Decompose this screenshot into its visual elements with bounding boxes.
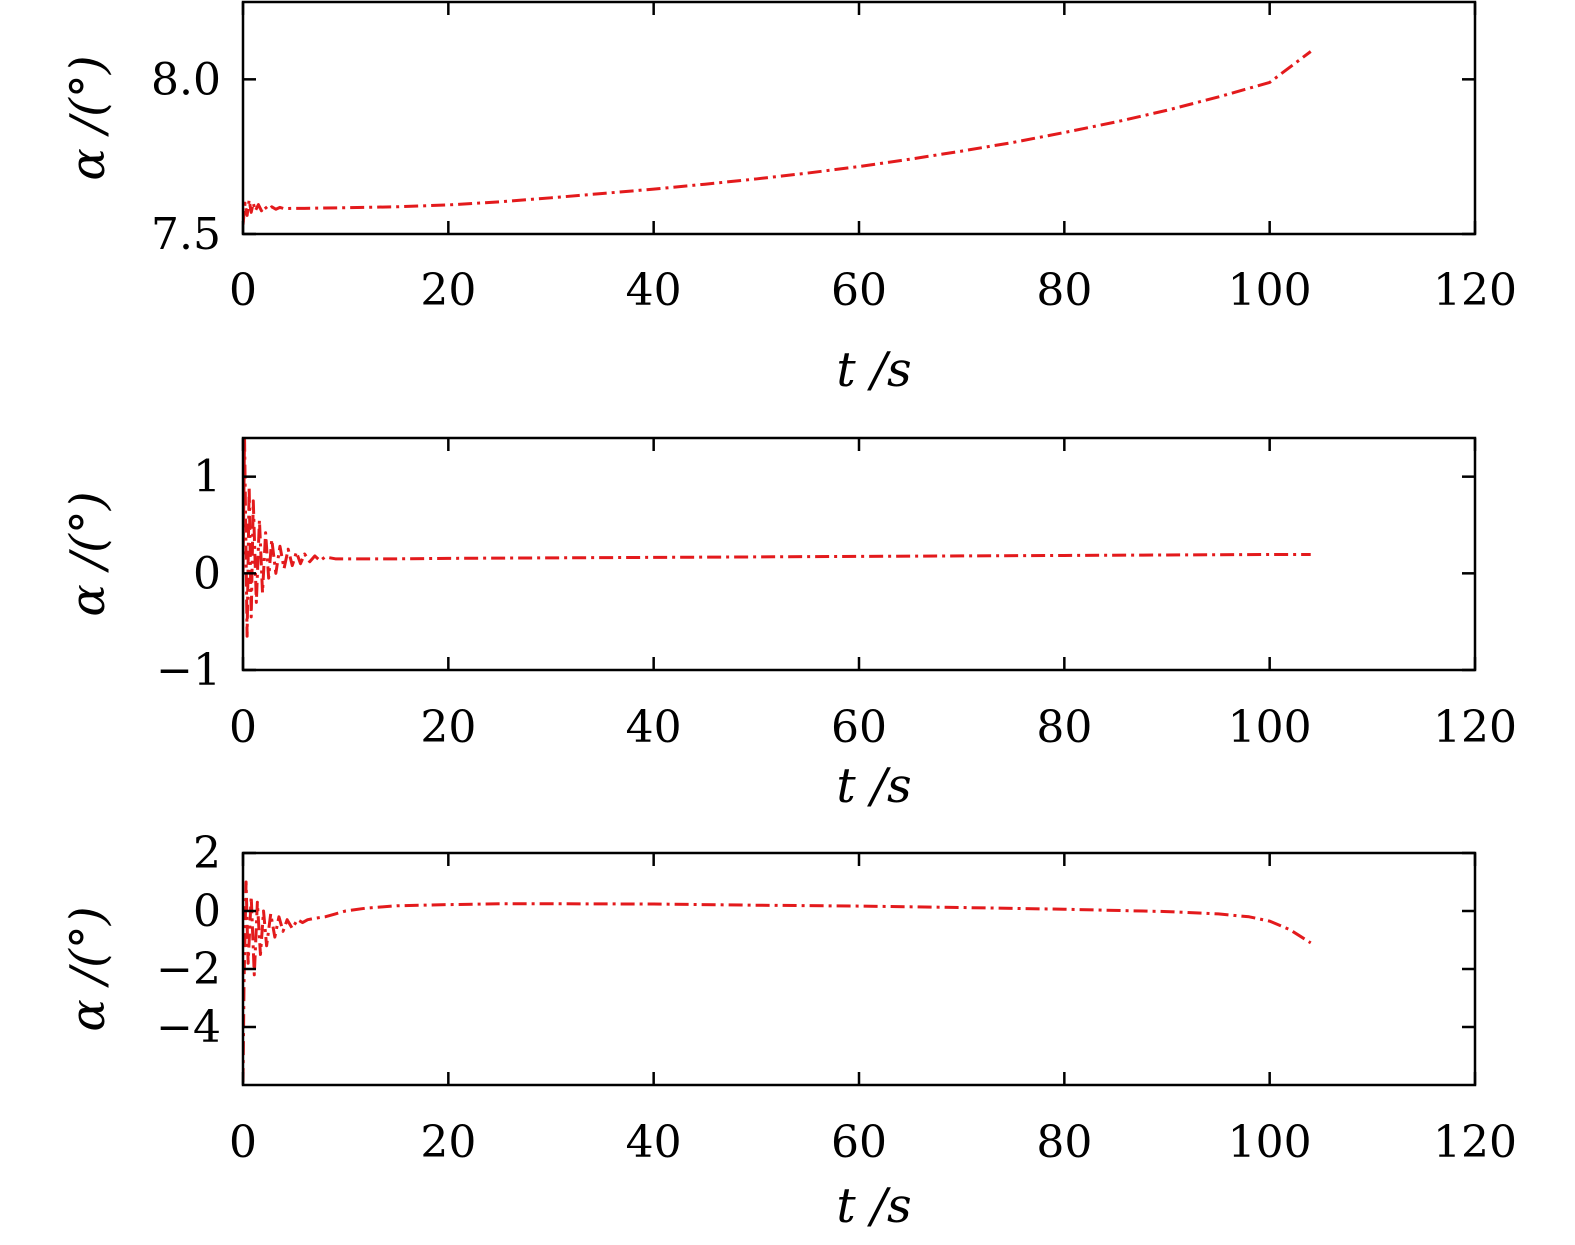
y-tick-label: 0 bbox=[193, 886, 221, 937]
y-tick-label: −4 bbox=[156, 1002, 221, 1053]
subplot-top: 0 20 40 60 80 100 120 7.5 8.0 t /s α /(°) bbox=[60, 0, 1517, 398]
x-tick-label: 80 bbox=[1036, 702, 1092, 753]
x-tick-label: 0 bbox=[229, 702, 257, 753]
plot-frame bbox=[241, 436, 1477, 672]
plot-frame bbox=[241, 851, 1477, 1087]
x-tick-label: 40 bbox=[626, 265, 682, 316]
x-tick-label: 100 bbox=[1228, 702, 1312, 753]
x-tick-label: 20 bbox=[420, 1117, 476, 1168]
x-tick-label: 60 bbox=[831, 702, 887, 753]
y-tick-label: 7.5 bbox=[151, 209, 221, 260]
x-tick-label: 40 bbox=[626, 702, 682, 753]
x-axis-label: t /s bbox=[836, 758, 911, 814]
x-tick-label: 0 bbox=[229, 265, 257, 316]
y-tick-label: 8.0 bbox=[151, 54, 221, 105]
series-line-0 bbox=[243, 50, 1312, 225]
x-tick-label: 20 bbox=[420, 702, 476, 753]
x-tick-label: 120 bbox=[1433, 1117, 1517, 1168]
plot-frame bbox=[241, 0, 1477, 236]
y-axis-label: α /(°) bbox=[60, 906, 116, 1031]
x-tick-label: 100 bbox=[1228, 1117, 1312, 1168]
x-tick-label: 60 bbox=[831, 265, 887, 316]
x-tick-label: 120 bbox=[1433, 702, 1517, 753]
x-tick-label: 0 bbox=[229, 1117, 257, 1168]
series-line-0 bbox=[243, 880, 1312, 1083]
y-tick-label: 2 bbox=[193, 828, 221, 879]
x-axis-label: t /s bbox=[836, 1178, 911, 1234]
x-tick-label: 20 bbox=[420, 265, 476, 316]
x-tick-label: 120 bbox=[1433, 265, 1517, 316]
x-tick-label: 60 bbox=[831, 1117, 887, 1168]
x-tick-label: 100 bbox=[1228, 265, 1312, 316]
x-tick-label: 40 bbox=[626, 1117, 682, 1168]
y-axis-label: α /(°) bbox=[60, 491, 116, 616]
y-tick-label: −2 bbox=[156, 944, 221, 995]
y-tick-label: 1 bbox=[193, 452, 221, 503]
y-axis-label: α /(°) bbox=[60, 55, 116, 180]
x-tick-label: 80 bbox=[1036, 1117, 1092, 1168]
x-axis-label: t /s bbox=[836, 342, 911, 398]
subplot-bottom: 0 20 40 60 80 100 120 −4 −2 0 2 t /s α /(°) bbox=[60, 828, 1517, 1234]
series-line-0 bbox=[243, 438, 1311, 638]
x-tick-label: 80 bbox=[1036, 265, 1092, 316]
y-tick-label: 0 bbox=[193, 548, 221, 599]
y-tick-label: −1 bbox=[156, 645, 221, 696]
